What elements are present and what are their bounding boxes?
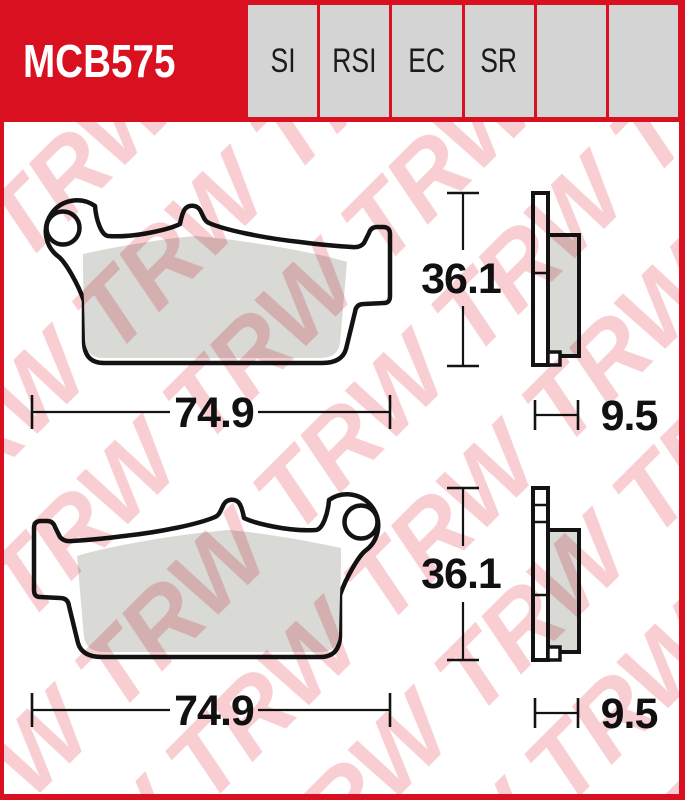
compound-cell-label: RSI: [332, 41, 377, 80]
dimension-label-top-thickness: 9.5: [601, 392, 658, 440]
dimension-label-bottom-height: 36.1: [421, 550, 501, 598]
model-code-label: MCB575: [23, 35, 176, 87]
pad-mounting-hole: [44, 209, 82, 247]
compound-cell-sr: SR: [464, 5, 534, 117]
compound-cell-empty-1: [536, 5, 606, 117]
pad-bottom-side-view: [531, 486, 581, 662]
pad-bottom-view: [34, 494, 378, 657]
compound-cell-ec: EC: [392, 5, 462, 117]
compound-cell-rsi: RSI: [320, 5, 390, 117]
pad-top-view: [43, 198, 393, 366]
side-friction: [546, 233, 581, 358]
compound-cell-empty-2: [608, 5, 679, 117]
pad-top-side-view: [531, 191, 581, 367]
side-foot: [546, 350, 562, 367]
dimension-label-top-width: 74.9: [174, 389, 254, 437]
compound-table: SI RSI EC SR: [248, 5, 679, 117]
dimension-label-top-height: 36.1: [421, 255, 501, 303]
compound-cell-label: SR: [480, 41, 518, 80]
side-foot: [546, 645, 562, 662]
side-friction: [546, 528, 581, 654]
header-bar: MCB575 SI RSI EC SR: [0, 0, 685, 122]
dimension-label-bottom-thickness: 9.5: [601, 690, 658, 738]
compound-cell-si: SI: [248, 5, 318, 117]
side-backplate: [531, 486, 550, 662]
pad-friction-material: [83, 236, 347, 358]
side-backplate: [531, 191, 550, 367]
dimension-label-bottom-width: 74.9: [174, 687, 254, 735]
compound-cell-label: EC: [408, 41, 446, 80]
compound-cell-label: SI: [270, 41, 296, 80]
